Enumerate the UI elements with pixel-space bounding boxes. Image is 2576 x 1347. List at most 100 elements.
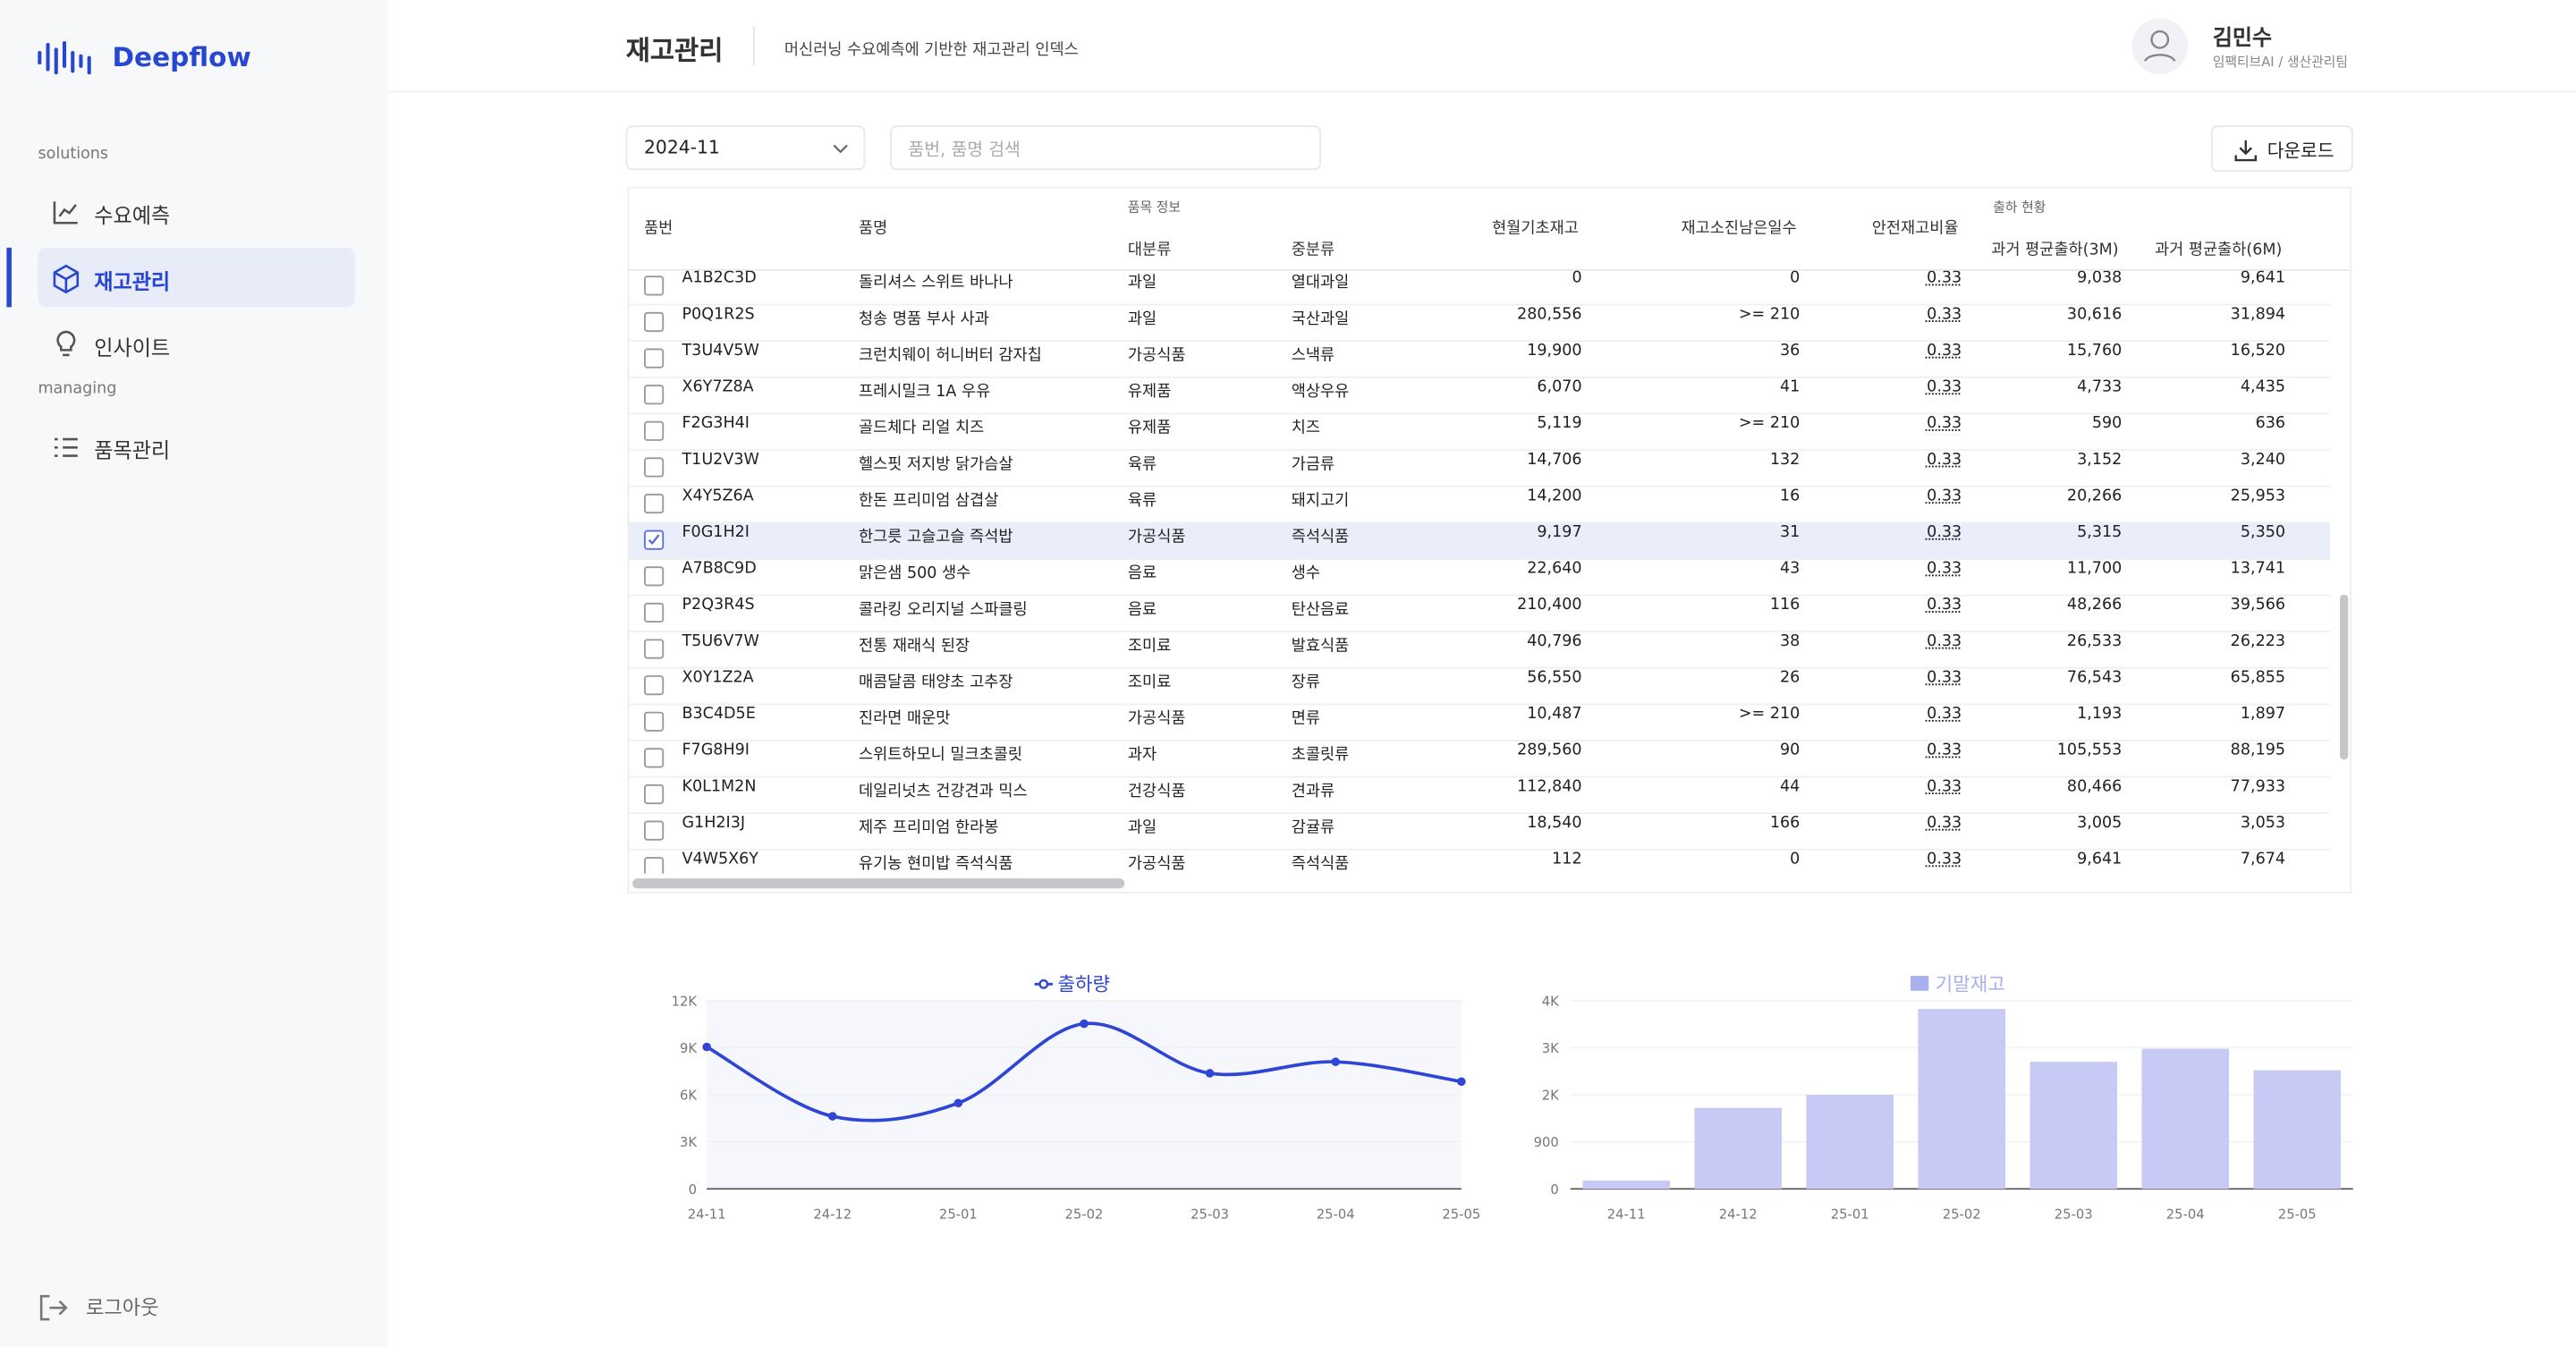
table-cell: 1,897 [2240,705,2286,724]
section-title: managing [38,379,117,398]
x-tick-label: 25-03 [2055,1207,2093,1222]
table-cell: 3,053 [2240,814,2286,833]
menu-icon [53,264,80,294]
table-cell: 한그릇 고슬고슬 즉석밥 [858,528,1013,547]
month-value: 2024-11 [643,137,720,159]
table-cell: P0Q1R2S [682,305,755,324]
row-checkbox[interactable] [643,820,665,841]
x-tick-label: 25-02 [1943,1207,1981,1222]
logout-label: 로그아웃 [85,1296,159,1320]
vertical-scrollbar[interactable] [2339,594,2349,760]
table-cell: 0.33 [1927,596,1962,614]
row-checkbox[interactable] [643,602,665,623]
logout-button[interactable]: 로그아웃 [37,1290,235,1326]
table-cell: 0.33 [1927,414,1962,433]
table-cell: 18,540 [1527,814,1582,833]
search-input[interactable]: 품번, 품명 검색 [890,125,1321,171]
table-row: X6Y7Z8A 프레시밀크 1A 우유 유제품 액상우유 6,070 41 0.33 4,73… [629,378,2330,415]
horizontal-scrollbar[interactable] [632,878,1125,889]
table-cell: T3U4V5W [682,342,759,360]
row-checkbox[interactable] [643,675,665,696]
table-row: T1U2V3W 헬스핏 저지방 닭가슴살 육류 가금류 14,706 132 0.33 3,1… [629,451,2330,487]
download-icon [2234,140,2258,162]
table-cell: 9,641 [2077,850,2123,869]
row-checkbox[interactable] [643,748,665,768]
table-cell: 3,005 [2077,814,2123,833]
avatar[interactable] [2131,16,2190,75]
table-row: F7G8H9I 스위트하모니 밀크초콜릿 과자 초콜릿류 289,560 90 0.33 10… [629,741,2330,778]
table-cell: 0 [1790,850,1801,869]
x-tick-label: 25-05 [1442,1207,1480,1222]
table-cell: 166 [1769,814,1801,833]
group-header: 출하 현황 [1993,199,2046,215]
row-checkbox[interactable] [643,493,665,514]
x-tick-label: 25-01 [939,1207,978,1222]
checkmark [648,534,660,546]
y-tick-label: 12K [672,994,698,1009]
table-cell: 43 [1779,559,1801,579]
table-cell: 16,520 [2230,342,2286,360]
row-checkbox[interactable] [643,275,665,296]
row-checkbox[interactable] [643,784,665,805]
row-checkbox[interactable] [643,348,665,369]
row-checkbox[interactable] [643,566,665,587]
x-tick-label: 24-12 [813,1207,852,1222]
row-checkbox[interactable] [643,857,665,874]
y-tick-label: 4K [1542,994,1559,1009]
row-checkbox[interactable] [643,457,665,478]
row-checkbox[interactable] [643,311,665,333]
table-cell: A7B8C9D [682,559,757,579]
x-tick-label: 25-05 [2278,1207,2317,1222]
download-button[interactable]: 다운로드 [2210,125,2353,172]
table-cell: 돼지고기 [1291,492,1350,511]
table-cell: 19,900 [1527,342,1582,360]
table-cell: 골드체다 리얼 치즈 [858,419,985,438]
table-cell: B3C4D5E [682,705,756,724]
table-cell: 41 [1779,377,1801,397]
table-cell: 31 [1779,523,1801,542]
table-cell: 열대과일 [1291,274,1350,292]
row-checkbox[interactable] [643,529,665,550]
point [1331,1057,1341,1066]
menu-item[interactable]: 수요예측 [38,182,354,241]
table-cell: T5U6V7W [682,632,759,651]
table-cell: 25,953 [2230,487,2286,505]
row-checkbox[interactable] [643,711,665,732]
table-cell: 프레시밀크 1A 우유 [858,383,991,402]
legend-dot [1038,978,1049,989]
row-checkbox[interactable] [643,639,665,659]
table-cell: 과일 [1127,310,1157,329]
table-cell: 즉석식품 [1291,855,1350,874]
table-cell: 가공식품 [1127,855,1186,874]
bar [1694,1107,1782,1190]
x-tick-label: 25-04 [2166,1207,2205,1222]
row-checkbox[interactable] [643,420,665,441]
x-tick-label: 24-11 [1607,1207,1646,1222]
table-cell: 유기농 현미밥 즉석식품 [858,855,1013,874]
table-cell: 56,550 [1527,668,1582,687]
inventory-table: A1B2C3D 돌리셔스 스위트 바나나 과일 열대과일 0 0 0.33 9,038 9,64… [627,186,2351,894]
table-cell: 0.33 [1927,342,1962,360]
row-checkbox[interactable] [643,385,665,405]
menu-item[interactable]: 재고관리 [38,247,355,308]
table-cell: 탄산음료 [1291,600,1350,620]
search-placeholder: 품번, 품명 검색 [908,140,1021,161]
menu-item[interactable]: 인사이트 [38,314,354,373]
menu-item[interactable]: 품목관리 [38,416,354,475]
table-cell: 0.33 [1927,559,1962,579]
bar [2253,1070,2342,1190]
table-cell: 데일리넛츠 건강견과 믹스 [858,783,1028,801]
table-cell: 스낵류 [1291,346,1335,365]
point [702,1042,711,1052]
table-row: G1H2I3J 제주 프리미엄 한라봉 과일 감귤류 18,540 166 0.33 3,00… [629,814,2330,851]
table-cell: 48,266 [2066,596,2123,614]
section-title: solutions [38,145,109,164]
month-select[interactable]: 2024-11 [625,125,866,171]
table-cell: 0.33 [1927,487,1962,505]
table-cell: 65,855 [2230,668,2286,687]
x-tick-label: 25-04 [1317,1207,1355,1222]
table-cell: 31,894 [2230,305,2286,324]
x-tick-label: 25-01 [1831,1207,1869,1222]
table-cell: 청송 명품 부사 사과 [858,310,989,329]
